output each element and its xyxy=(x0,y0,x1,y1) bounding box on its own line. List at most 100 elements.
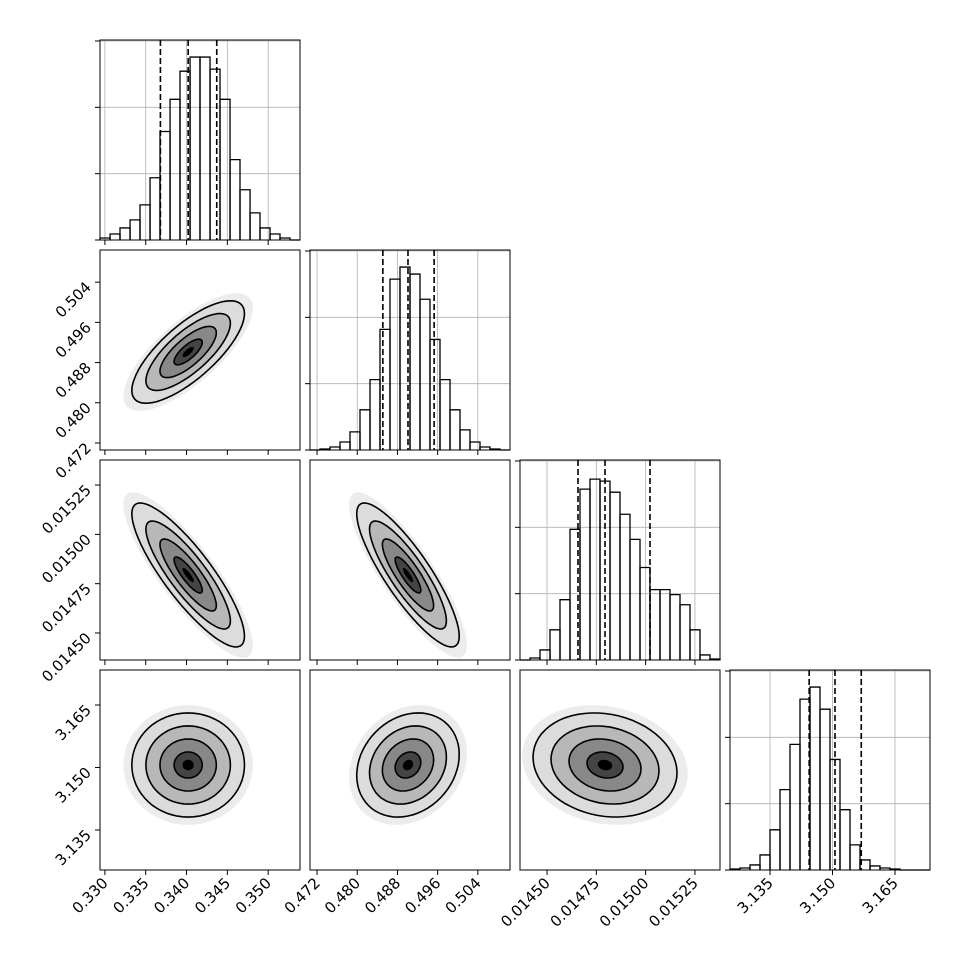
contour xyxy=(173,556,203,594)
x-tick-label: 0.480 xyxy=(321,874,364,917)
histogram-bin xyxy=(239,189,251,240)
x-tick-label: 0.335 xyxy=(109,874,152,917)
histogram-bin xyxy=(149,177,161,240)
histogram-bin xyxy=(229,158,241,240)
y-tick-label: 0.01475 xyxy=(38,580,95,637)
histogram-bin xyxy=(139,204,151,240)
histogram-bin xyxy=(379,328,391,450)
histogram-bin xyxy=(849,844,861,870)
y-tick-label: 0.480 xyxy=(52,399,95,442)
x-tick-label: 0.01450 xyxy=(497,874,554,931)
panel-frame xyxy=(99,669,301,871)
panel-frame xyxy=(309,249,511,451)
histogram-bin xyxy=(779,788,791,870)
x-tick-label: 0.340 xyxy=(150,874,193,917)
x-tick-label: 3.165 xyxy=(859,874,902,917)
histogram-bin xyxy=(199,56,211,240)
histogram-bin xyxy=(559,599,571,660)
density-fill xyxy=(182,346,194,358)
x-tick-label: 0.01500 xyxy=(596,874,653,931)
histogram-bin xyxy=(109,233,121,240)
histogram-bin xyxy=(699,654,711,660)
contour xyxy=(159,738,218,792)
histogram-bin xyxy=(549,629,561,660)
contour xyxy=(355,502,461,648)
y-tick-label: 3.150 xyxy=(52,764,95,807)
histogram-bin xyxy=(449,409,461,450)
histogram-bin xyxy=(859,859,871,870)
contour xyxy=(532,712,678,818)
panel-frame xyxy=(99,459,301,661)
histogram-bin xyxy=(249,212,261,240)
histogram-bin xyxy=(589,478,601,660)
x-tick-label: 0.350 xyxy=(232,874,275,917)
histogram-bin xyxy=(469,441,481,450)
histogram-bin xyxy=(809,686,821,870)
contour xyxy=(368,725,448,805)
contour xyxy=(159,325,218,379)
density-fill xyxy=(402,567,414,583)
x-tick-label: 0.488 xyxy=(361,874,404,917)
contour xyxy=(381,538,435,612)
histogram-bin xyxy=(789,743,801,870)
histogram-bin xyxy=(659,588,671,660)
histogram-bin xyxy=(539,649,551,660)
x-tick-label: 3.135 xyxy=(734,874,777,917)
y-tick-label: 3.165 xyxy=(52,701,95,744)
histogram-bin xyxy=(459,429,471,450)
histogram-bin xyxy=(759,854,771,870)
panel-frame xyxy=(519,669,721,871)
y-tick-label: 0.472 xyxy=(52,439,95,482)
histogram-bin xyxy=(839,809,851,870)
histogram-bin xyxy=(159,130,171,240)
y-tick-label: 3.135 xyxy=(52,826,95,869)
histogram-bin xyxy=(869,865,881,870)
contour xyxy=(394,751,422,779)
contour xyxy=(145,520,232,630)
histogram-bin xyxy=(769,829,781,870)
contour xyxy=(145,312,232,392)
x-tick-label: 0.01475 xyxy=(547,874,604,931)
panel-frame xyxy=(99,249,301,451)
histogram-bin xyxy=(369,378,381,450)
x-tick-label: 0.330 xyxy=(69,874,112,917)
histogram-bin xyxy=(639,566,651,660)
x-tick-label: 0.496 xyxy=(401,874,444,917)
histogram-bin xyxy=(219,98,231,240)
histogram-bin xyxy=(349,431,361,450)
panel-frame xyxy=(309,459,511,661)
x-tick-label: 0.472 xyxy=(281,874,324,917)
histogram-bin xyxy=(439,378,451,450)
histogram-bin xyxy=(189,56,201,240)
histogram-bin xyxy=(669,594,681,660)
density-fill xyxy=(402,759,414,771)
histogram-bin xyxy=(209,68,221,240)
histogram-bin xyxy=(359,409,371,450)
x-tick-label: 0.504 xyxy=(442,874,485,917)
y-tick-label: 0.496 xyxy=(52,318,95,361)
y-tick-label: 0.504 xyxy=(52,278,95,321)
histogram-bin xyxy=(409,273,421,450)
histogram-bin xyxy=(749,864,761,870)
contour xyxy=(130,502,246,648)
histogram-bin xyxy=(579,488,591,660)
panel-frame xyxy=(309,669,511,871)
histogram-bin xyxy=(419,298,431,450)
histogram-bin xyxy=(689,629,701,660)
histogram-bin xyxy=(119,227,131,240)
contour xyxy=(145,725,232,805)
histogram-bin xyxy=(339,441,351,450)
histogram-bin xyxy=(129,219,141,240)
contour xyxy=(381,738,435,792)
x-tick-label: 0.345 xyxy=(191,874,234,917)
histogram-bin xyxy=(629,538,641,660)
panel-frame xyxy=(519,459,721,661)
y-tick-label: 0.01500 xyxy=(38,530,95,587)
contour xyxy=(550,725,660,805)
density-fill xyxy=(182,567,194,583)
histogram-bin xyxy=(819,708,831,870)
contour xyxy=(173,751,203,779)
histogram-bin xyxy=(609,491,621,660)
histogram-bin xyxy=(429,338,441,450)
